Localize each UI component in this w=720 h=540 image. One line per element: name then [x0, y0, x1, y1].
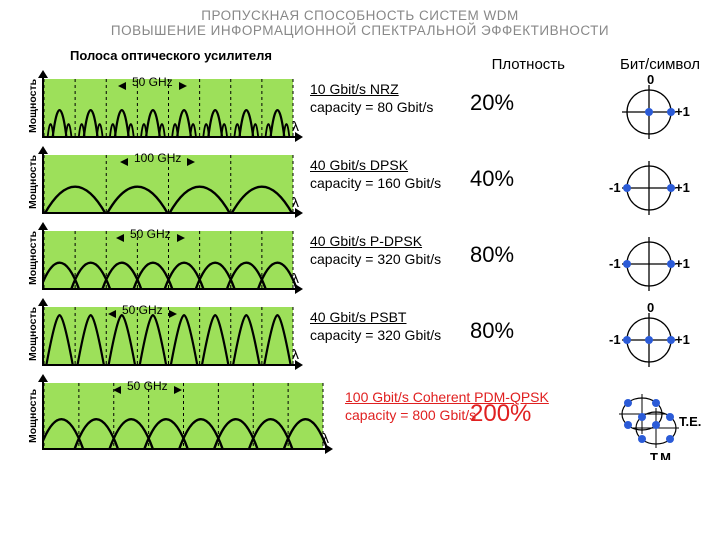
constellation-diagram: -1 +1 [597, 226, 702, 298]
spectrum-plot: λ 50 GHz [42, 228, 297, 290]
density-value: 80% [470, 318, 514, 344]
rows-container: Мощность λ 50 GHz 10 Gbit/s NRZcapacity … [0, 68, 720, 460]
channel-spacing: 100 GHz [134, 151, 181, 165]
svg-text:-1: -1 [609, 180, 621, 195]
density-value: 40% [470, 166, 514, 192]
modulation-desc: 40 Gbit/s DPSKcapacity = 160 Gbit/s [310, 156, 441, 192]
y-axis-label: Мощность [27, 155, 39, 209]
amplifier-band-label: Полоса оптического усилителя [70, 48, 272, 63]
modulation-desc: 10 Gbit/s NRZcapacity = 80 Gbit/s [310, 80, 433, 116]
modulation-desc: 40 Gbit/s PSBTcapacity = 320 Gbit/s [310, 308, 441, 344]
y-axis-label: Мощность [27, 79, 39, 133]
modulation-row: Мощность λ 50 GHz 40 Gbit/s P-DPSKcapaci… [0, 220, 720, 296]
svg-text:+1: +1 [675, 256, 690, 271]
svg-text:0: 0 [647, 74, 654, 87]
lambda-label: λ [292, 118, 299, 134]
modulation-desc: 40 Gbit/s P-DPSKcapacity = 320 Gbit/s [310, 232, 441, 268]
modulation-row: Мощность λ 50 GHz 100 Gbit/s Coherent PD… [0, 372, 720, 460]
y-axis-label: Мощность [27, 231, 39, 285]
svg-text:-1: -1 [609, 332, 621, 347]
svg-text:+1: +1 [675, 180, 690, 195]
title-line2: ПОВЫШЕНИЕ ИНФОРМАЦИОННОЙ СПЕКТРАЛЬНОЙ ЭФ… [10, 23, 710, 38]
spectrum-plot: λ 100 GHz [42, 152, 297, 214]
svg-text:0: 0 [647, 302, 654, 315]
density-value: 20% [470, 90, 514, 116]
svg-text:T.M.: T.M. [650, 450, 675, 460]
title-line1: ПРОПУСКНАЯ СПОСОБНОСТЬ СИСТЕМ WDM [10, 8, 710, 23]
title: ПРОПУСКНАЯ СПОСОБНОСТЬ СИСТЕМ WDM ПОВЫШЕ… [0, 0, 720, 40]
y-axis-label: Мощность [27, 307, 39, 361]
channel-spacing: 50 GHz [122, 303, 163, 317]
svg-text:+1: +1 [675, 332, 690, 347]
spectrum-plot: λ 50 GHz [42, 304, 297, 366]
svg-text:-1: -1 [609, 256, 621, 271]
density-value: 200% [470, 400, 531, 428]
y-axis-label: Мощность [27, 389, 39, 443]
svg-text:+1: +1 [675, 104, 690, 119]
constellation-diagram: 0 +1 [597, 74, 702, 146]
lambda-label: λ [322, 430, 329, 446]
modulation-row: Мощность λ 100 GHz 40 Gbit/s DPSKcapacit… [0, 144, 720, 220]
lambda-label: λ [292, 270, 299, 286]
density-value: 80% [470, 242, 514, 268]
lambda-label: λ [292, 194, 299, 210]
spectrum-plot: λ 50 GHz [42, 76, 297, 138]
modulation-row: Мощность λ 50 GHz 40 Gbit/s PSBTcapacity… [0, 296, 720, 372]
channel-spacing: 50 GHz [130, 227, 171, 241]
channel-spacing: 50 GHz [132, 75, 173, 89]
constellation-diagram: -1 0 +1 [597, 302, 702, 374]
channel-spacing: 50 GHz [127, 379, 168, 393]
spectrum-plot: λ 50 GHz [42, 380, 327, 450]
lambda-label: λ [292, 346, 299, 362]
constellation-diagram: T.E. T.M. [597, 378, 702, 460]
constellation-diagram: -1 +1 [597, 150, 702, 222]
modulation-row: Мощность λ 50 GHz 10 Gbit/s NRZcapacity … [0, 68, 720, 144]
svg-text:T.E.: T.E. [679, 414, 701, 429]
